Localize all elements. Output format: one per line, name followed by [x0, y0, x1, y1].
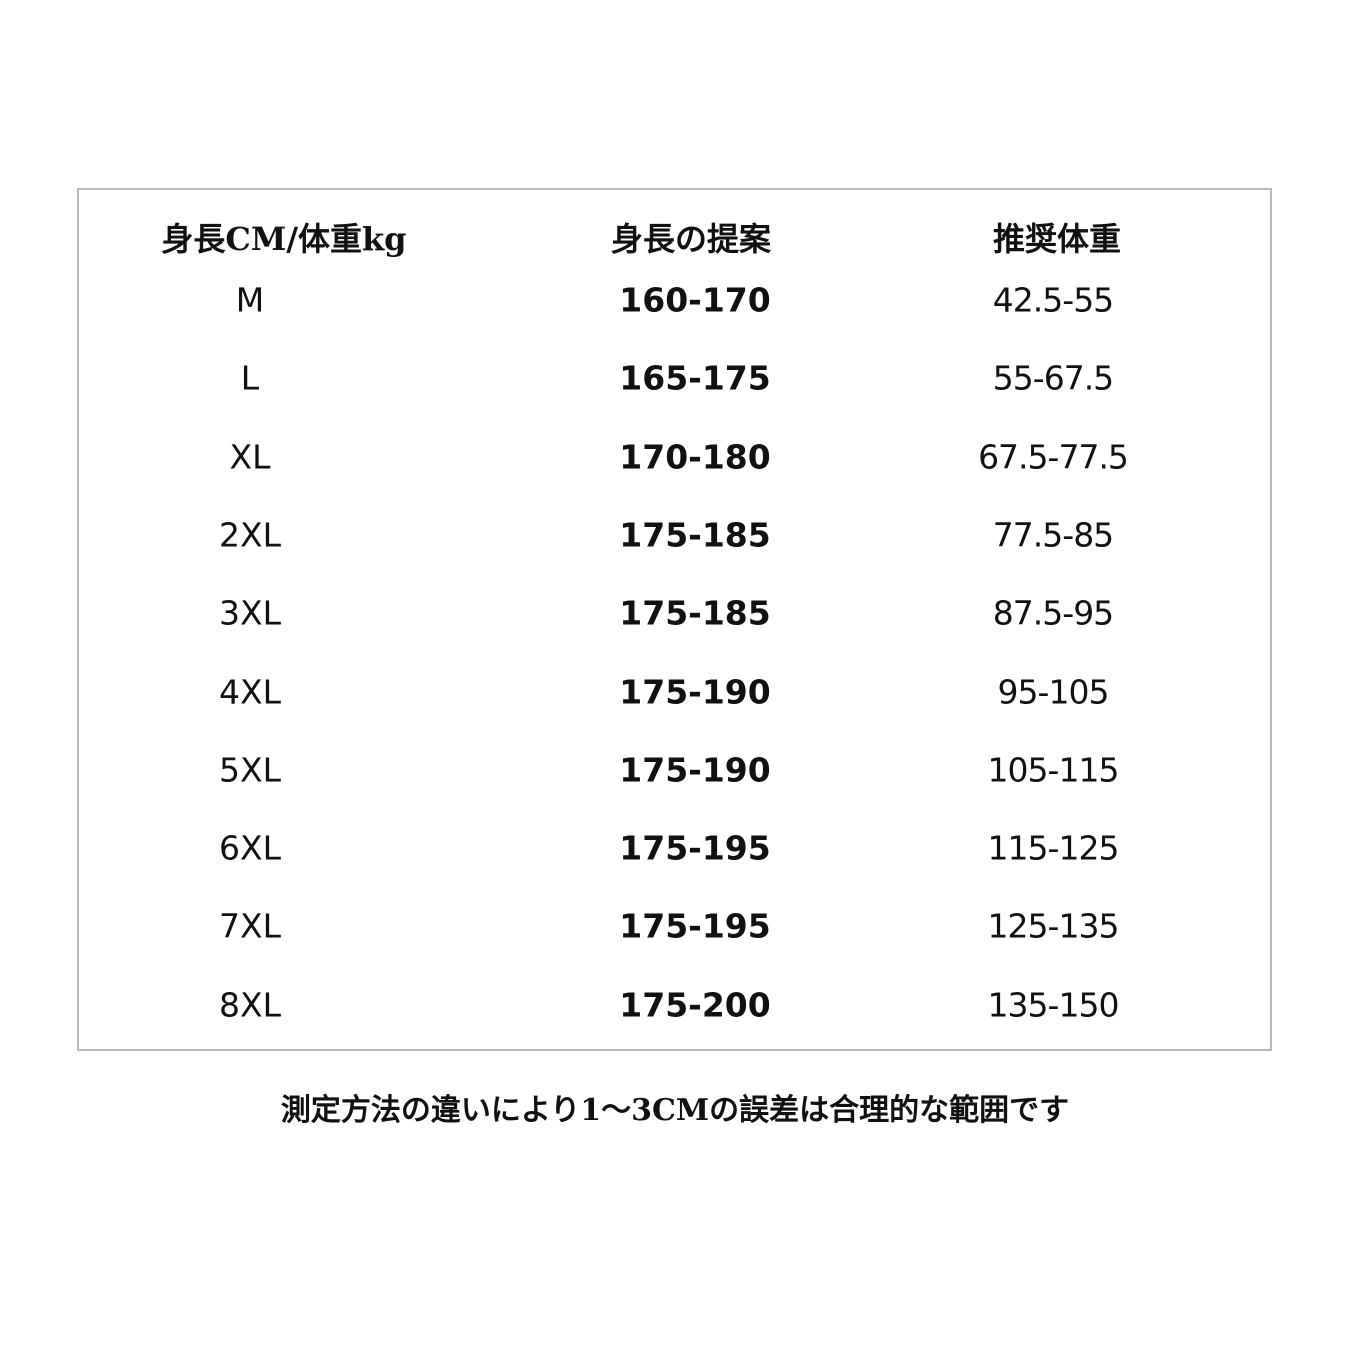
cell-height: 160-170 [619, 280, 771, 320]
cell-size: M [235, 280, 265, 320]
cell-size: 5XL [219, 750, 281, 790]
measurement-note: 測定方法の違いにより1〜3CMの誤差は合理的な範囲です [280, 1093, 1070, 1128]
cell-size: 3XL [219, 593, 281, 633]
cell-height: 175-200 [619, 985, 771, 1025]
header-height: 身長の提案 [610, 220, 772, 258]
cell-weight: 105-115 [987, 750, 1120, 790]
cell-size: 7XL [219, 906, 281, 946]
cell-size: 8XL [219, 985, 281, 1025]
cell-height: 165-175 [619, 358, 771, 398]
cell-weight: 42.5-55 [992, 280, 1114, 320]
cell-size: XL [229, 437, 271, 477]
cell-weight: 125-135 [987, 906, 1120, 946]
cell-height: 175-195 [619, 828, 771, 868]
size-chart-frame [77, 188, 1272, 1051]
cell-height: 175-190 [619, 750, 771, 790]
cell-height: 170-180 [619, 437, 771, 477]
cell-weight: 55-67.5 [992, 358, 1114, 398]
cell-weight: 67.5-77.5 [978, 437, 1129, 477]
cell-size: 2XL [219, 515, 281, 555]
cell-weight: 87.5-95 [992, 593, 1114, 633]
cell-height: 175-185 [619, 515, 771, 555]
header-weight: 推奨体重 [992, 220, 1122, 258]
cell-weight: 95-105 [997, 672, 1110, 711]
cell-weight: 135-150 [987, 985, 1120, 1025]
cell-weight: 77.5-85 [992, 515, 1114, 555]
cell-size: L [240, 358, 260, 398]
header-size: 身長CM/体重kg [161, 220, 407, 258]
cell-size: 6XL [219, 828, 281, 868]
cell-weight: 115-125 [987, 828, 1120, 868]
cell-height: 175-195 [619, 906, 771, 946]
cell-height: 175-185 [619, 593, 771, 633]
cell-size: 4XL [219, 672, 281, 711]
cell-height: 175-190 [619, 672, 771, 711]
